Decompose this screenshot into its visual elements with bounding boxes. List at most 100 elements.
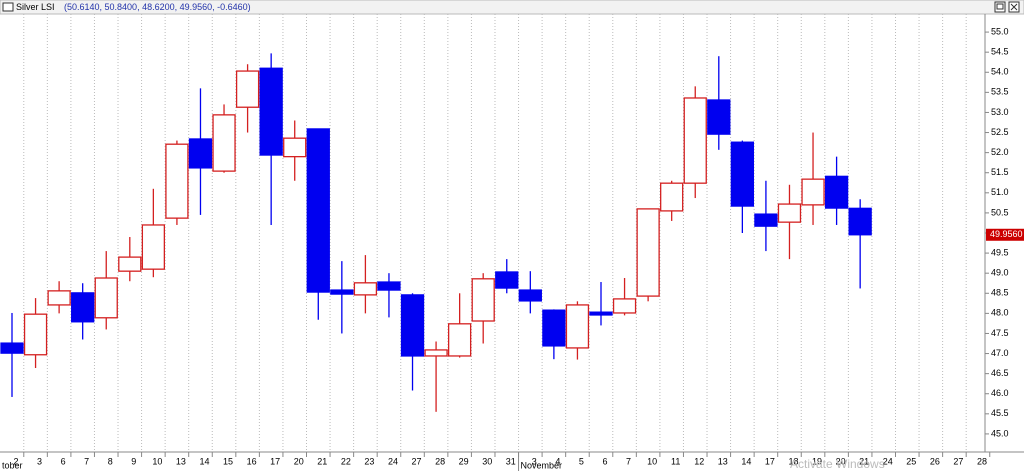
candle-body — [71, 292, 95, 323]
x-tick-label: 12 — [694, 456, 704, 466]
candle-body — [235, 70, 260, 108]
x-tick-label: 21 — [859, 456, 869, 466]
x-tick-label: 22 — [341, 456, 351, 466]
candle-body — [306, 128, 330, 293]
x-tick-label: 7 — [626, 456, 631, 466]
candle-body — [283, 137, 307, 158]
x-tick-label: 8 — [108, 456, 113, 466]
x-tick-label: 18 — [788, 456, 798, 466]
y-tick-label: 49.5 — [991, 247, 1009, 257]
x-tick-label: 17 — [270, 456, 280, 466]
candle-body — [188, 138, 213, 169]
candle-body — [165, 143, 189, 219]
x-tick-label: 20 — [836, 456, 846, 466]
candle-body — [683, 97, 707, 184]
x-tick-label: 10 — [647, 456, 657, 466]
x-tick-label: 11 — [671, 456, 680, 466]
candle-body — [424, 349, 448, 357]
candle-body — [801, 178, 825, 206]
y-tick-label: 53.0 — [991, 107, 1009, 117]
candle-body — [589, 311, 613, 316]
y-tick-label: 51.5 — [991, 167, 1009, 177]
candle-body — [518, 289, 542, 302]
candle-body — [660, 182, 684, 212]
candle-body — [824, 175, 849, 209]
window-icon — [2, 2, 14, 12]
y-tick-label: 47.0 — [991, 348, 1009, 358]
y-tick-label: 46.0 — [991, 388, 1009, 398]
y-tick-label: 52.5 — [991, 127, 1009, 137]
y-tick-label: 50.5 — [991, 207, 1009, 217]
x-tick-label: 6 — [602, 456, 607, 466]
last-price-box — [986, 228, 1024, 241]
x-tick-label: 31 — [506, 456, 516, 466]
candle-body — [259, 67, 283, 156]
month-label: November — [521, 460, 563, 470]
x-tick-label: 3 — [37, 456, 42, 466]
title-bar — [0, 0, 1024, 15]
x-tick-label: 17 — [765, 456, 775, 466]
y-tick-label: 48.5 — [991, 288, 1009, 298]
x-tick-label: 7 — [84, 456, 89, 466]
restore-icon — [996, 3, 1004, 10]
candle-body — [47, 290, 71, 306]
candle-body — [447, 323, 472, 357]
candle-body — [542, 309, 566, 347]
x-tick-label: 13 — [176, 456, 186, 466]
candle-body — [212, 114, 236, 172]
chart-title: Silver LSI — [16, 2, 55, 12]
candle-body — [377, 281, 401, 291]
candle-body — [636, 208, 660, 297]
last-price-label: 49.9560 — [990, 229, 1023, 239]
x-tick-label: 6 — [61, 456, 66, 466]
x-tick-label: 3 — [532, 456, 537, 466]
candle-body — [94, 277, 118, 319]
x-tick-label: 24 — [388, 456, 398, 466]
candle-body — [565, 304, 590, 349]
y-tick-label: 49.0 — [991, 268, 1009, 278]
x-tick-label: 26 — [930, 456, 940, 466]
candle-body — [707, 99, 731, 135]
watermark: Activate Windows — [790, 457, 885, 471]
x-tick-label: 4 — [555, 456, 560, 466]
y-tick-label: 45.0 — [991, 428, 1009, 438]
candle-body — [353, 282, 378, 296]
y-tick-label: 51.0 — [991, 187, 1009, 197]
y-tick-label: 47.5 — [991, 328, 1009, 338]
x-tick-label: 27 — [953, 456, 963, 466]
y-tick-label: 52.0 — [991, 147, 1009, 157]
x-tick-label: 27 — [412, 456, 422, 466]
candle-body — [400, 294, 425, 357]
month-label: tober — [2, 460, 23, 470]
candle-body — [118, 256, 142, 272]
candle-body — [141, 224, 166, 270]
y-tick-label: 54.5 — [991, 47, 1009, 57]
x-tick-label: 21 — [317, 456, 327, 466]
x-tick-label: 5 — [579, 456, 584, 466]
candle-body — [0, 342, 24, 354]
x-tick-label: 25 — [906, 456, 916, 466]
x-tick-label: 15 — [223, 456, 233, 466]
x-tick-label: 24 — [883, 456, 893, 466]
x-tick-label: 20 — [294, 456, 304, 466]
x-tick-label: 9 — [131, 456, 136, 466]
x-tick-label: 23 — [364, 456, 374, 466]
candle-body — [330, 289, 354, 295]
x-tick-label: 16 — [247, 456, 257, 466]
candle-body — [23, 313, 48, 356]
y-tick-label: 53.5 — [991, 87, 1009, 97]
y-tick-label: 45.5 — [991, 408, 1009, 418]
x-tick-label: 29 — [459, 456, 469, 466]
window-buttons[interactable] — [994, 1, 1020, 13]
x-tick-label: 14 — [741, 456, 751, 466]
candle-body — [612, 298, 637, 314]
candle-body — [495, 271, 519, 289]
y-tick-label: 55.0 — [991, 26, 1009, 36]
x-tick-label: 2 — [13, 456, 18, 466]
x-tick-label: 14 — [199, 456, 209, 466]
restore-button[interactable] — [994, 1, 1006, 13]
x-tick-label: 13 — [718, 456, 728, 466]
x-tick-label: 10 — [152, 456, 162, 466]
